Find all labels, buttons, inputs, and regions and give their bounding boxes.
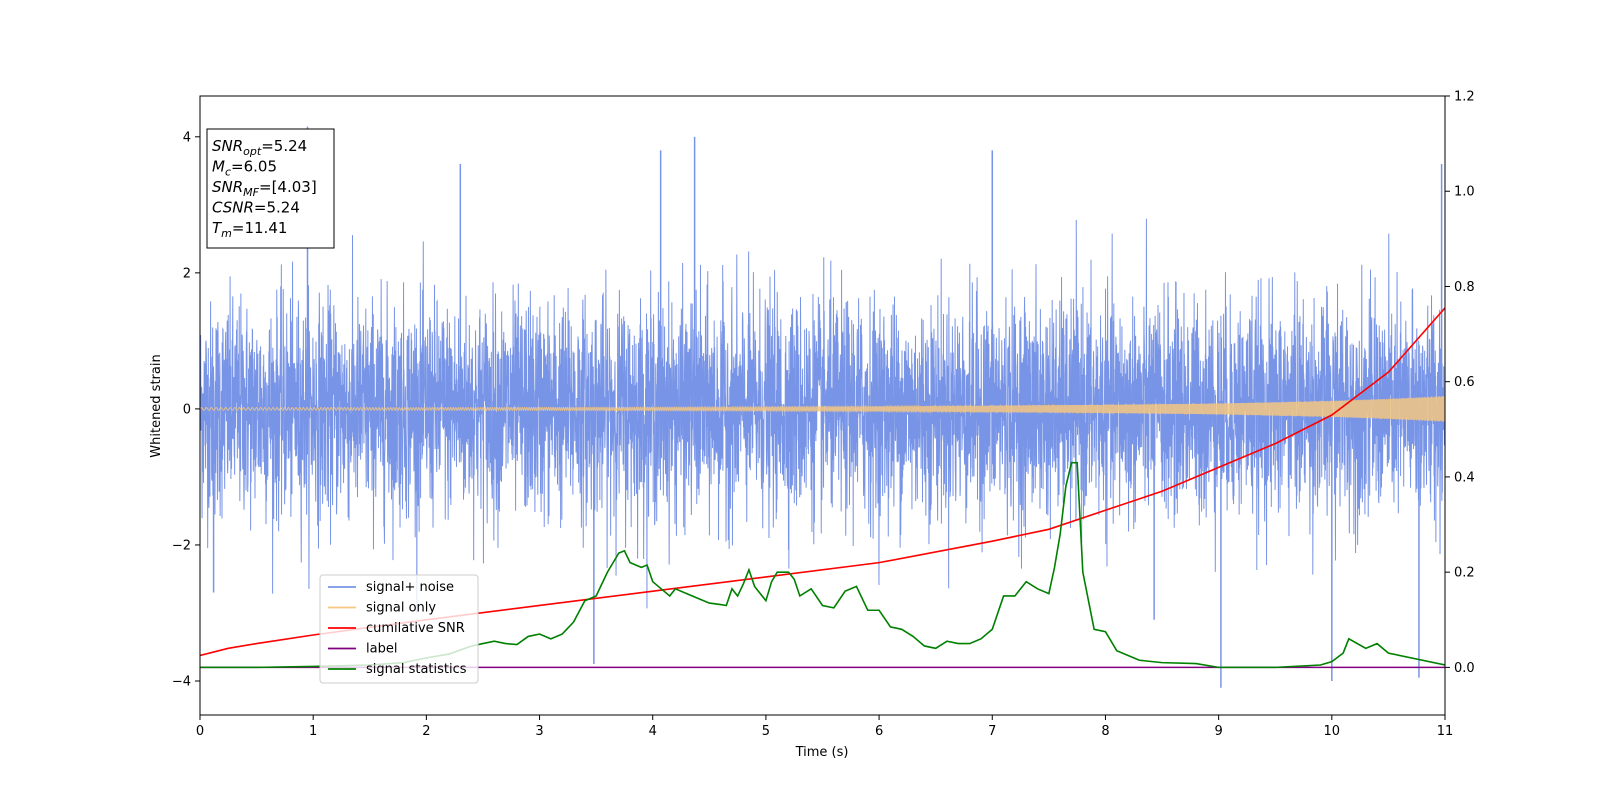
annotation-value: =5.24 (261, 137, 307, 155)
x-tick-label: 7 (988, 724, 996, 739)
y2-tick-label: 0.2 (1454, 566, 1475, 581)
y-axis-left: −4 −2 0 2 4 (172, 130, 200, 689)
x-axis-label: Time (s) (795, 745, 849, 760)
y-tick-label: 0 (183, 402, 191, 417)
x-tick-label: 10 (1324, 724, 1341, 739)
annotation-subscript: c (225, 166, 231, 179)
legend-items: signal+ noise signal only cumilative SNR la… (328, 580, 467, 677)
y2-tick-label: 0.4 (1454, 470, 1475, 485)
y-tick-label: −2 (172, 538, 191, 553)
annotation-value: =6.05 (231, 158, 277, 176)
annotation-symbol: SNR (212, 178, 243, 196)
y2-tick-label: 0.8 (1454, 280, 1475, 295)
annotation-line: CSNR=5.24 (212, 199, 300, 217)
x-tick-label: 5 (762, 724, 770, 739)
x-tick-label: 8 (1101, 724, 1109, 739)
annotation-lines: SNRopt=5.24Mc=6.05SNRMF=[4.03]CSNR=5.24T… (212, 137, 317, 240)
y-tick-label: −4 (172, 674, 191, 689)
annotation-line: Mc=6.05 (212, 158, 277, 179)
annotation-frame (206, 128, 335, 249)
y-tick-label: 4 (183, 130, 191, 145)
x-tick-label: 1 (309, 724, 317, 739)
y2-tick-label: 0.0 (1454, 661, 1475, 676)
annotation-value: =[4.03] (259, 178, 317, 196)
annotation-subscript: opt (243, 145, 262, 158)
x-tick-label: 2 (422, 724, 430, 739)
annotation-value: =11.41 (232, 219, 288, 237)
signal-only-layer (200, 395, 1445, 422)
y2-tick-label: 1.2 (1454, 90, 1475, 105)
annotation-line: Tm=11.41 (212, 219, 287, 240)
y-tick-label: 2 (183, 266, 191, 281)
series-signal-noise-line (200, 218, 1445, 613)
y-axis-right: 0.0 0.2 0.4 0.6 0.8 1.0 1.2 (1445, 90, 1475, 676)
legend-label: label (366, 642, 397, 657)
annotation-symbol: CSNR (212, 199, 254, 217)
annotation-symbol: SNR (212, 137, 243, 155)
legend-label: signal+ noise (366, 580, 454, 595)
legend-label: cumilative SNR (366, 621, 465, 636)
x-tick-label: 9 (1214, 724, 1222, 739)
legend-frame (319, 574, 479, 684)
legend: signal+ noise signal only cumilative SNR la… (319, 574, 479, 684)
legend-label: signal only (366, 601, 436, 616)
plot-frame (199, 95, 1446, 716)
x-tick-label: 11 (1437, 724, 1454, 739)
annotation-symbol: T (212, 219, 223, 237)
y-axis-label: Whitened strain (149, 354, 164, 457)
annotation-box: SNRopt=5.24Mc=6.05SNRMF=[4.03]CSNR=5.24T… (206, 128, 335, 249)
series-cumilative-snr-line (200, 307, 1445, 657)
series-signal-statistics-line (200, 461, 1445, 669)
y2-tick-label: 1.0 (1454, 185, 1475, 200)
x-tick-label: 3 (535, 724, 543, 739)
x-tick-label: 0 (196, 724, 204, 739)
annotation-subscript: MF (243, 186, 259, 199)
annotation-line: SNRMF=[4.03] (212, 178, 317, 199)
noise-layer (200, 126, 1445, 688)
x-tick-label: 6 (875, 724, 883, 739)
annotation-symbol: M (212, 158, 225, 176)
annotation-subscript: m (221, 227, 232, 240)
x-tick-label: 4 (649, 724, 657, 739)
annotation-line: SNRopt=5.24 (212, 137, 307, 158)
annotation-value: =5.24 (254, 199, 300, 217)
series-signal-only-line (200, 395, 1445, 422)
x-axis: 0 1 2 3 4 5 6 7 8 9 10 11 (196, 715, 1453, 739)
y2-tick-label: 0.6 (1454, 375, 1475, 390)
legend-label: signal statistics (366, 662, 467, 677)
